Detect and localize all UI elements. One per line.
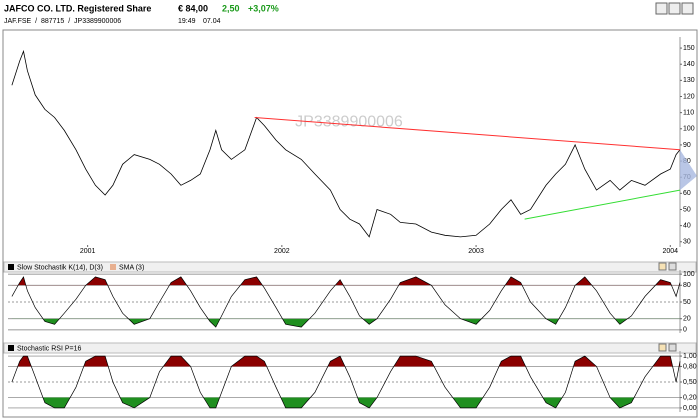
legend-label: SMA (3) — [119, 264, 144, 271]
time: 19:49 — [178, 18, 196, 25]
y-tick-label: 60 — [683, 190, 691, 197]
panel-title: Slow Stochastik K(14), D(3) — [17, 264, 103, 271]
oscillator-line — [11, 276, 681, 328]
y-tick-label: 50 — [683, 206, 691, 213]
title: JAFCO CO. LTD. Registered Share — [4, 3, 151, 13]
oscillator-line — [11, 355, 681, 409]
y-tick-label: 0 — [683, 327, 687, 334]
x-tick-label: 2004 — [662, 248, 678, 255]
y-tick-label: 100 — [683, 126, 695, 133]
y-tick-label: 90 — [683, 142, 691, 149]
date: 07.04 — [203, 18, 221, 25]
y-tick-label: 110 — [683, 109, 694, 116]
y-tick-label: 150 — [683, 45, 695, 52]
panel-header — [3, 261, 697, 273]
ids: JAF.FSE / 887715 / JP3389900006 — [4, 18, 121, 25]
panel-button[interactable] — [668, 262, 677, 271]
y-tick-label: 30 — [683, 239, 691, 246]
y-tick-label: 100 — [683, 271, 695, 278]
y-tick-label: 40 — [683, 222, 691, 229]
tool-button[interactable] — [655, 2, 668, 15]
legend-swatch — [8, 345, 14, 351]
x-tick-label: 2003 — [468, 248, 484, 255]
tool-button[interactable] — [668, 2, 681, 15]
price-line — [11, 49, 681, 238]
change: 2,50 — [222, 3, 240, 13]
y-tick-label: 80 — [683, 282, 691, 289]
change-pct: +3,07% — [248, 3, 279, 13]
y-tick-label: 20 — [683, 316, 691, 323]
panel-button[interactable] — [658, 343, 667, 352]
panel-button[interactable] — [658, 262, 667, 271]
y-tick-label: 120 — [683, 93, 695, 100]
overbought-fill — [11, 276, 680, 286]
price: € 84,00 — [178, 3, 208, 13]
tool-button[interactable] — [681, 2, 694, 15]
y-tick-label: 130 — [683, 77, 695, 84]
x-tick-label: 2001 — [80, 248, 96, 255]
y-tick-label: 50 — [683, 299, 691, 306]
y-tick-label: 0,00 — [683, 405, 697, 412]
y-tick-label: 0,20 — [683, 394, 697, 401]
wedge-fill — [680, 149, 697, 191]
y-tick-label: 1,00 — [683, 353, 697, 360]
y-tick-label: 0,80 — [683, 363, 697, 370]
toolbar — [655, 2, 694, 15]
x-tick-label: 2002 — [274, 248, 290, 255]
panel-title: Stochastic RSI P=16 — [17, 345, 82, 352]
trendline — [254, 116, 681, 151]
panel-button[interactable] — [668, 343, 677, 352]
overbought-fill — [11, 356, 680, 367]
frame — [2, 29, 698, 418]
y-tick-label: 140 — [683, 61, 695, 68]
legend-swatch — [110, 264, 116, 270]
trendline — [524, 189, 681, 220]
y-tick-label: 0,50 — [683, 379, 697, 386]
legend-swatch — [8, 264, 14, 270]
panel-header — [3, 342, 697, 354]
